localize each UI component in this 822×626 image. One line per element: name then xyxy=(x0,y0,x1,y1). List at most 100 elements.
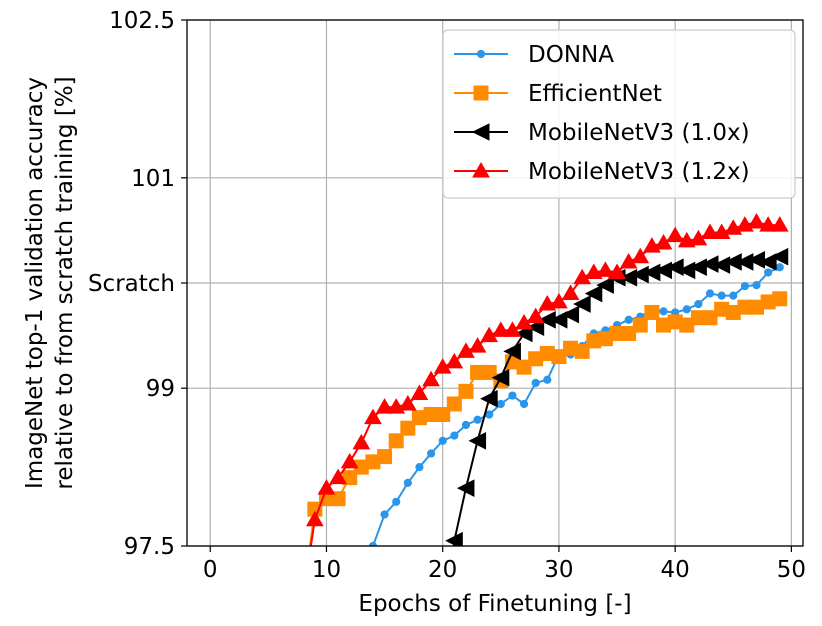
legend-box xyxy=(442,29,796,199)
x-axis: 0 10 20 30 40 50 xyxy=(203,546,806,583)
data-point xyxy=(445,352,464,369)
data-point xyxy=(403,478,412,487)
data-point xyxy=(561,284,580,301)
data-point xyxy=(694,299,703,309)
legend-item-3: MobileNetV3 (1.2x) xyxy=(454,159,750,185)
data-point xyxy=(619,268,638,287)
data-point xyxy=(573,295,591,313)
series-3 xyxy=(305,212,789,546)
data-point xyxy=(759,253,777,271)
x-tick-label: 20 xyxy=(428,557,457,583)
data-point xyxy=(543,375,552,384)
legend-label: EfficientNet xyxy=(528,81,662,107)
data-point xyxy=(330,491,346,507)
data-point xyxy=(340,452,359,469)
data-point xyxy=(701,223,719,240)
data-point xyxy=(551,349,567,365)
data-point xyxy=(717,291,726,300)
data-point xyxy=(654,261,673,280)
data-point xyxy=(468,337,487,353)
data-point xyxy=(508,391,517,400)
legend: DONNA EfficientNet MobileNetV3 (1.0x) Mobil… xyxy=(442,29,796,199)
data-point xyxy=(775,263,784,272)
y-axis-label-line-1: ImageNet top-1 validation accuracy xyxy=(22,77,48,489)
data-point xyxy=(388,433,404,449)
data-point xyxy=(772,291,788,307)
data-point xyxy=(446,396,462,412)
x-tick-label: 0 xyxy=(203,557,218,583)
series-2 xyxy=(445,247,789,546)
data-point xyxy=(457,342,475,358)
data-point xyxy=(496,399,505,409)
legend-label: DONNA xyxy=(528,42,614,68)
legend-item-1: EfficientNet xyxy=(454,81,662,107)
data-point xyxy=(631,247,650,264)
y-tick-label: 97.5 xyxy=(124,534,175,560)
data-point xyxy=(481,364,497,380)
data-point xyxy=(352,433,371,450)
data-point xyxy=(759,216,777,232)
x-tick-label: 50 xyxy=(777,557,806,583)
data-point xyxy=(574,343,590,359)
data-point xyxy=(549,311,568,329)
data-point xyxy=(712,256,731,274)
data-point xyxy=(400,420,416,436)
data-point xyxy=(485,410,494,419)
data-point xyxy=(624,315,633,324)
data-point xyxy=(531,378,540,388)
data-point xyxy=(729,291,738,300)
y-tick-label: 102.5 xyxy=(109,8,175,34)
data-point xyxy=(491,321,510,337)
data-point xyxy=(461,420,471,430)
legend-marker xyxy=(476,49,486,59)
data-point xyxy=(619,252,638,269)
legend-marker xyxy=(472,161,490,178)
y-tick-label: Scratch xyxy=(88,271,175,297)
data-point xyxy=(516,359,532,375)
data-point xyxy=(433,358,452,374)
data-point xyxy=(438,436,447,445)
data-point xyxy=(573,268,592,285)
data-point xyxy=(380,510,389,519)
series-layer xyxy=(305,212,789,546)
data-point xyxy=(596,276,614,294)
x-tick-label: 40 xyxy=(661,557,690,583)
data-point xyxy=(473,415,482,424)
data-point xyxy=(445,531,463,546)
data-point xyxy=(468,431,487,450)
data-point xyxy=(392,497,401,506)
data-point xyxy=(415,463,424,472)
data-point xyxy=(480,326,499,343)
data-point xyxy=(644,304,660,320)
legend-label: MobileNetV3 (1.2x) xyxy=(528,159,750,185)
data-point xyxy=(689,258,707,277)
data-point xyxy=(682,305,691,314)
data-point xyxy=(368,541,378,546)
data-point xyxy=(666,258,684,277)
data-point xyxy=(712,223,731,240)
data-point xyxy=(596,261,615,277)
data-point xyxy=(584,284,603,303)
legend-marker xyxy=(473,85,489,101)
x-axis-label: Epochs of Finetuning [-] xyxy=(358,591,631,617)
data-point xyxy=(747,212,766,229)
data-point xyxy=(666,226,685,243)
data-point xyxy=(398,394,417,411)
data-point xyxy=(561,305,580,324)
data-point xyxy=(480,389,498,408)
data-point xyxy=(632,317,648,333)
data-point xyxy=(740,282,749,291)
data-point xyxy=(458,383,474,399)
data-point xyxy=(491,368,510,387)
data-point xyxy=(514,324,533,343)
legend-marker xyxy=(471,123,490,141)
data-point xyxy=(752,281,761,290)
data-point xyxy=(526,318,545,336)
data-point xyxy=(770,247,789,266)
data-point xyxy=(375,398,394,414)
data-point xyxy=(456,479,475,497)
data-point xyxy=(317,479,336,495)
legend-item-0: DONNA xyxy=(454,42,614,68)
data-point xyxy=(621,325,637,341)
